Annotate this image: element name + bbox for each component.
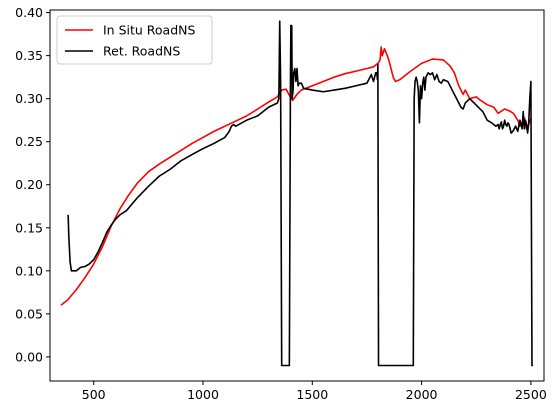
legend-label-in-situ: In Situ RoadNS [103,23,196,38]
legend: In Situ RoadNS Ret. RoadNS [56,15,213,65]
legend-frame [56,15,213,65]
axes-frame [49,9,545,382]
y-tick-label: 0.40 [15,5,43,20]
y-tick-label: 0.05 [15,306,43,321]
x-tick-label: 1500 [296,387,328,402]
x-tick-label: 2000 [406,387,438,402]
x-axis-ticks: 500 1000 1500 2000 2500 [82,381,547,402]
x-tick-label: 500 [82,387,106,402]
y-tick-label: 0.20 [15,177,43,192]
x-tick-label: 1000 [187,387,219,402]
y-tick-label: 0.15 [15,220,43,235]
y-tick-label: 0.35 [15,48,43,63]
y-tick-label: 0.10 [15,263,43,278]
x-tick-label: 2500 [515,387,547,402]
legend-label-ret: Ret. RoadNS [103,44,180,59]
y-tick-label: 0.30 [15,91,43,106]
series-line-1 [67,20,534,367]
y-tick-label: 0.25 [15,134,43,149]
series-layer [60,20,534,367]
plot-background [50,10,544,381]
y-tick-label: 0.00 [15,349,43,364]
series-line-0 [60,46,532,306]
y-axis-ticks: 0.00 0.05 0.10 0.15 0.20 0.25 0.30 0.35 0.40 [15,5,50,364]
